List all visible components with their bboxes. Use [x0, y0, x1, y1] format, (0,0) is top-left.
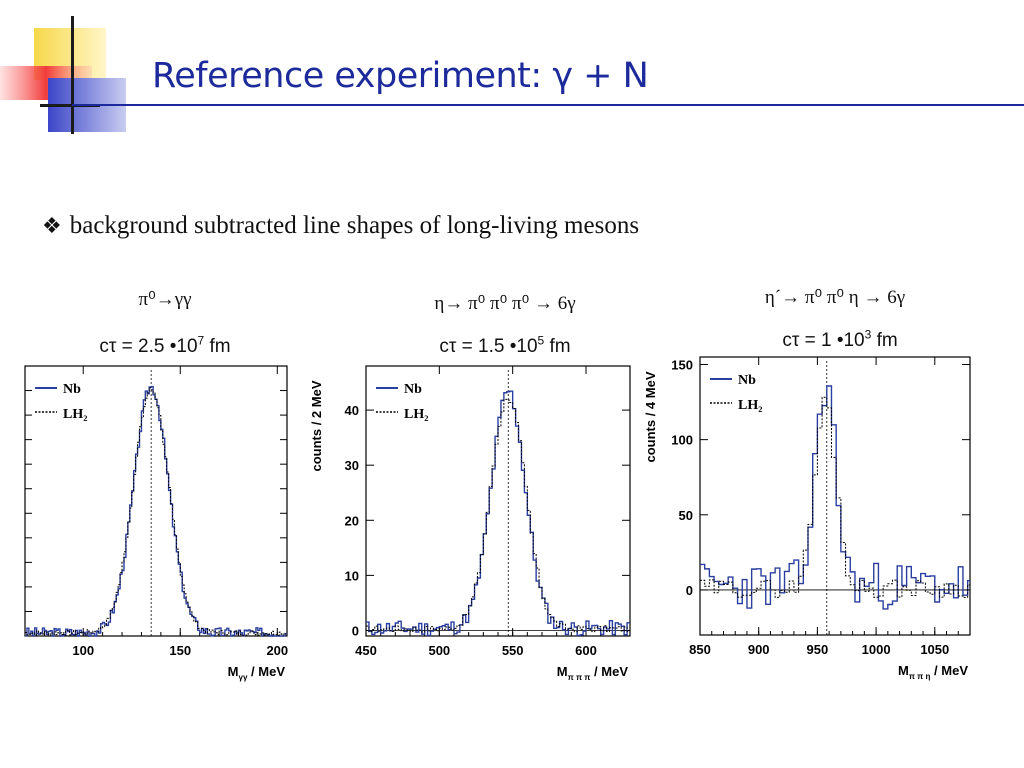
plot1-xtick-label: 100 — [72, 643, 94, 658]
plot1-xtick-label: 150 — [169, 643, 191, 658]
plot3-xtick-label: 950 — [807, 642, 829, 657]
panel3-ctau-exp: 3 — [864, 327, 872, 342]
plot2-ytick-label: 20 — [345, 513, 359, 528]
plot1-legend-nb-label: Nb — [63, 382, 81, 397]
plot1-legend-lh2-label: LH₂ — [63, 407, 87, 422]
plot3-xtick-label: 1050 — [920, 642, 949, 657]
panel2-ctau-prefix: cτ = 1.5 •10 — [439, 336, 538, 357]
panel3-decay-label: η´→ π⁰ π⁰ η → 6γ — [764, 287, 906, 308]
plot2-xtick-label: 550 — [502, 643, 524, 658]
decor-horizontal-line — [40, 104, 100, 107]
plot2-ytick-label: 40 — [345, 403, 359, 418]
title-underline — [72, 104, 1024, 106]
plot3-legend-nb-label: Nb — [738, 373, 756, 388]
plot3-ytick-label: 100 — [671, 433, 693, 448]
bullet-line: ❖ background subtracted line shapes of lo… — [42, 212, 639, 240]
plot3-series-nb — [700, 385, 970, 610]
plot3-ytick-label: 50 — [679, 508, 693, 523]
plot3-xtick-label: 850 — [689, 642, 711, 657]
plot2-ylabel: counts / 2 MeV — [309, 380, 324, 471]
panel3-ctau: cτ = 1 •103 fm — [740, 327, 940, 352]
plot2-series-nb — [366, 390, 630, 637]
plot1-series-nb — [25, 385, 287, 637]
plot2-legend-lh2-label: LH₂ — [404, 407, 428, 422]
plot3-series-lh2 — [700, 396, 970, 598]
plot2-ytick-label: 30 — [345, 458, 359, 473]
panel1-ctau-unit: fm — [204, 336, 231, 357]
plot3-ytick-label: 0 — [686, 583, 693, 598]
plot2-ytick-label: 10 — [345, 568, 359, 583]
plot3-ylabel: counts / 4 MeV — [643, 371, 658, 462]
plot3-frame — [699, 356, 971, 636]
panel2-decay-label: η→ π⁰ π⁰ π⁰ → 6γ — [434, 293, 576, 314]
panel3-ctau-unit: fm — [871, 330, 898, 351]
panel1-ctau-exp: 7 — [197, 333, 205, 348]
slide-title: Reference experiment: γ + N — [152, 56, 649, 96]
plot2-ytick-label: 0 — [352, 623, 359, 638]
plot3-xtick-label: 900 — [748, 642, 770, 657]
plot3-xlabel: Mπ π η / MeV — [898, 663, 968, 681]
panel1-decay-label: π⁰→γγ — [138, 289, 192, 310]
panel1-ctau-prefix: cτ = 2.5 •10 — [99, 336, 198, 357]
bullet-mark: ❖ — [42, 213, 62, 238]
plot2-xtick-label: 500 — [428, 643, 450, 658]
panel3-ctau-prefix: cτ = 1 •10 — [782, 330, 865, 351]
decor-vertical-line — [71, 16, 74, 134]
plot1-frame — [24, 365, 288, 637]
plot1-xlabel: Mγγ / MeV — [228, 664, 286, 682]
plot2-xtick-label: 600 — [575, 643, 597, 658]
panel1-ctau: cτ = 2.5 •107 fm — [60, 333, 270, 358]
plot1-xtick-label: 200 — [266, 643, 288, 658]
plot3-legend-lh2-label: LH₂ — [738, 398, 762, 413]
plot2-series-lh2 — [366, 398, 630, 633]
plot2-xtick-label: 450 — [355, 643, 377, 658]
plot2-legend-nb-label: Nb — [404, 382, 422, 397]
panel2-ctau-unit: fm — [544, 336, 571, 357]
plot1-series-lh2 — [25, 387, 287, 636]
panel2-ctau-exp: 5 — [537, 333, 545, 348]
plot3-ytick-label: 150 — [671, 358, 693, 373]
bullet-text: background subtracted line shapes of lon… — [69, 212, 640, 239]
plot3-xtick-label: 1000 — [862, 642, 891, 657]
plot2-xlabel: Mπ π π / MeV — [557, 664, 629, 682]
panel2-ctau: cτ = 1.5 •105 fm — [400, 333, 610, 358]
